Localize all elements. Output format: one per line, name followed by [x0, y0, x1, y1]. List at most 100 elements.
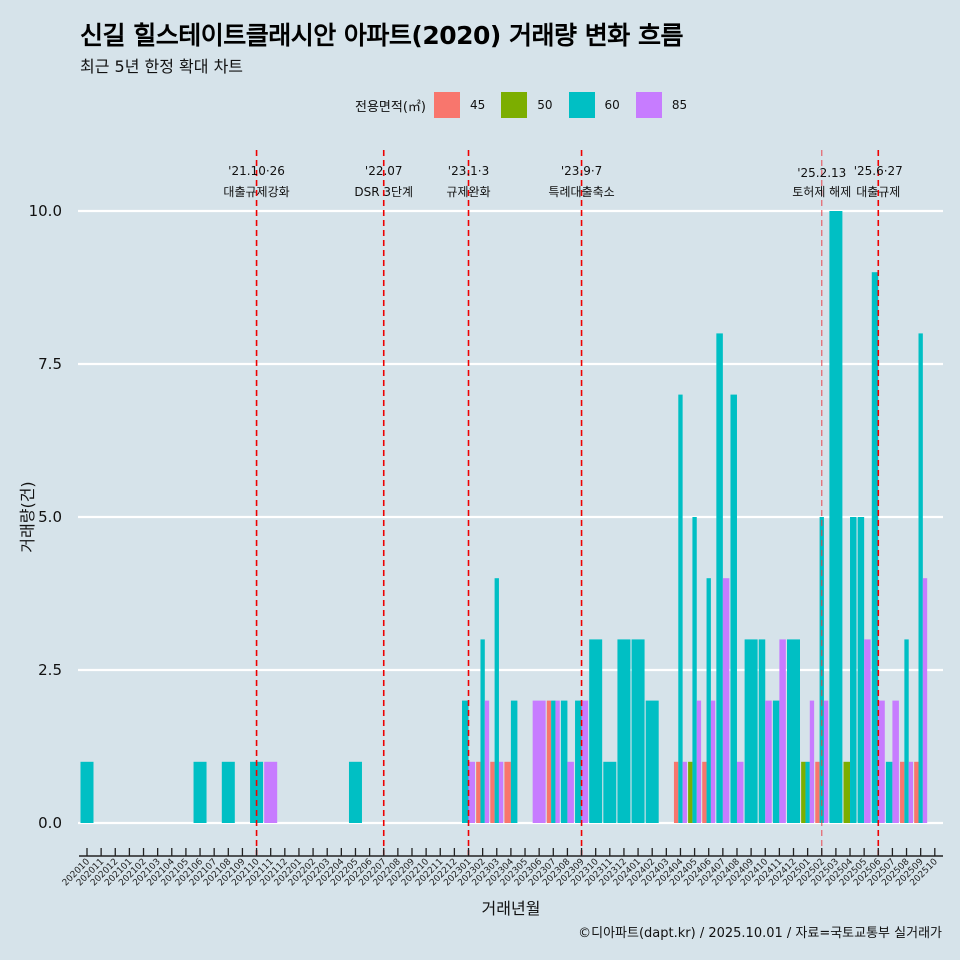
event-label: 대출규제 [856, 185, 900, 199]
bar-202502-85 [823, 700, 829, 823]
event-label: DSR 3단계 [354, 185, 413, 199]
bar-202111-85 [264, 761, 278, 823]
bar-202411-60 [772, 700, 780, 823]
bar-202506-60 [871, 272, 879, 823]
x-axis-title: 거래년월 [482, 899, 541, 918]
bar-202302-45 [476, 761, 481, 823]
legend-label-85: 85 [671, 98, 688, 112]
bar-202505-85 [864, 639, 871, 823]
bar-202205-60 [348, 761, 362, 823]
bar-202508-45 [900, 761, 905, 823]
bar-202509-45 [914, 761, 919, 823]
bar-202506-85 [878, 700, 885, 823]
bar-202404-45 [673, 761, 679, 823]
bar-202407-60 [716, 333, 723, 823]
bar-202410-60 [758, 639, 766, 823]
event-label: 토허제 해제 [792, 185, 851, 199]
event-date-label: '23.1·3 [448, 164, 489, 178]
event-label: 대출규제강화 [223, 185, 289, 199]
bars [80, 211, 928, 823]
legend: 전용면적(㎡) 45 50 60 85 [355, 92, 703, 118]
bar-202306-85 [532, 700, 546, 823]
bar-202010-60 [80, 761, 94, 823]
bar-202405-60 [692, 517, 697, 823]
y-axis-title: 거래량(건) [18, 481, 37, 552]
bar-202308-60 [560, 700, 568, 823]
event-date-label: '21.10·26 [228, 164, 285, 178]
y-tick-label: 0.0 [38, 814, 62, 832]
bar-202408-60 [730, 394, 737, 823]
bar-202504-50 [843, 761, 851, 823]
event-date-label: '25.2.13 [797, 166, 846, 180]
bar-202310-60 [589, 639, 603, 823]
bar-202501-85 [809, 700, 815, 823]
bar-202505-60 [857, 517, 865, 823]
bar-202307-45 [546, 700, 552, 823]
bar-202304-60 [510, 700, 518, 823]
bar-202303-60 [494, 578, 499, 823]
bar-202406-85 [710, 700, 716, 823]
bar-202509-85 [922, 578, 928, 823]
bar-202302-60 [480, 639, 485, 823]
bar-202501-60 [805, 761, 810, 823]
bar-202508-60 [904, 639, 909, 823]
bar-202302-85 [484, 700, 490, 823]
y-tick-label: 7.5 [38, 355, 62, 373]
bar-202303-85 [498, 761, 504, 823]
event-label: 특례대출축소 [548, 185, 614, 199]
y-axis: 0.0 2.5 5.0 7.5 10.0 [29, 202, 62, 832]
legend-key-50 [501, 92, 528, 118]
bar-202108-60 [221, 761, 235, 823]
bar-202401-60 [631, 639, 645, 823]
bar-202509-60 [918, 333, 923, 823]
bar-202304-45 [504, 761, 511, 823]
bar-202501-50 [801, 761, 806, 823]
bar-202411-85 [779, 639, 786, 823]
legend-label-60: 60 [604, 98, 620, 112]
bar-202307-85 [555, 700, 560, 823]
bar-202301-60 [462, 700, 469, 823]
bar-202502-45 [815, 761, 820, 823]
legend-key-45 [433, 92, 460, 118]
bar-202408-85 [736, 761, 744, 823]
bar-202504-60 [850, 517, 857, 823]
event-date-label: '23.9·7 [561, 164, 602, 178]
legend-key-85 [635, 92, 662, 118]
bar-202412-60 [787, 639, 800, 823]
chart-subtitle: 최근 5년 한정 확대 차트 [80, 57, 244, 76]
bar-202507-60 [885, 761, 893, 823]
bar-202406-45 [702, 761, 707, 823]
bar-202503-60 [829, 211, 843, 823]
bar-202307-60 [551, 700, 556, 823]
chart-title: 신길 힐스테이트클래시안 아파트(2020) 거래량 변화 흐름 [80, 21, 683, 50]
y-tick-label: 2.5 [38, 661, 62, 679]
bar-202309-60 [575, 700, 582, 823]
bar-202404-60 [678, 394, 683, 823]
bar-202303-45 [490, 761, 495, 823]
bar-202508-85 [908, 761, 914, 823]
bar-202507-85 [892, 700, 899, 823]
legend-label-45: 45 [469, 98, 486, 112]
event-lines: '21.10·26 대출규제강화 '22.07 DSR 3단계 '23.1·3 규제완화 '… [223, 150, 903, 855]
y-tick-label: 5.0 [38, 508, 62, 526]
bar-202409-60 [744, 639, 758, 823]
bar-202402-60 [645, 700, 659, 823]
bar-202309-85 [581, 700, 589, 823]
bar-202407-85 [722, 578, 730, 823]
legend-label-50: 50 [537, 98, 553, 112]
bar-202308-85 [567, 761, 574, 823]
bar-202301-85 [468, 761, 476, 823]
event-label: 규제완화 [446, 185, 490, 199]
event-date-label: '25.6·27 [854, 164, 903, 178]
bar-202404-85 [682, 761, 687, 823]
bar-202312-60 [617, 639, 631, 823]
bar-202406-60 [706, 578, 711, 823]
legend-title: 전용면적(㎡) [355, 99, 426, 115]
bar-202405-50 [688, 761, 693, 823]
x-axis: 2020102020112020122021012021022021032021… [61, 848, 943, 888]
caption: ©디아파트(dapt.kr) / 2025.10.01 / 자료=국토교통부 실… [578, 926, 942, 941]
bar-202106-60 [193, 761, 207, 823]
y-tick-label: 10.0 [29, 202, 62, 220]
bar-202410-85 [765, 700, 772, 823]
